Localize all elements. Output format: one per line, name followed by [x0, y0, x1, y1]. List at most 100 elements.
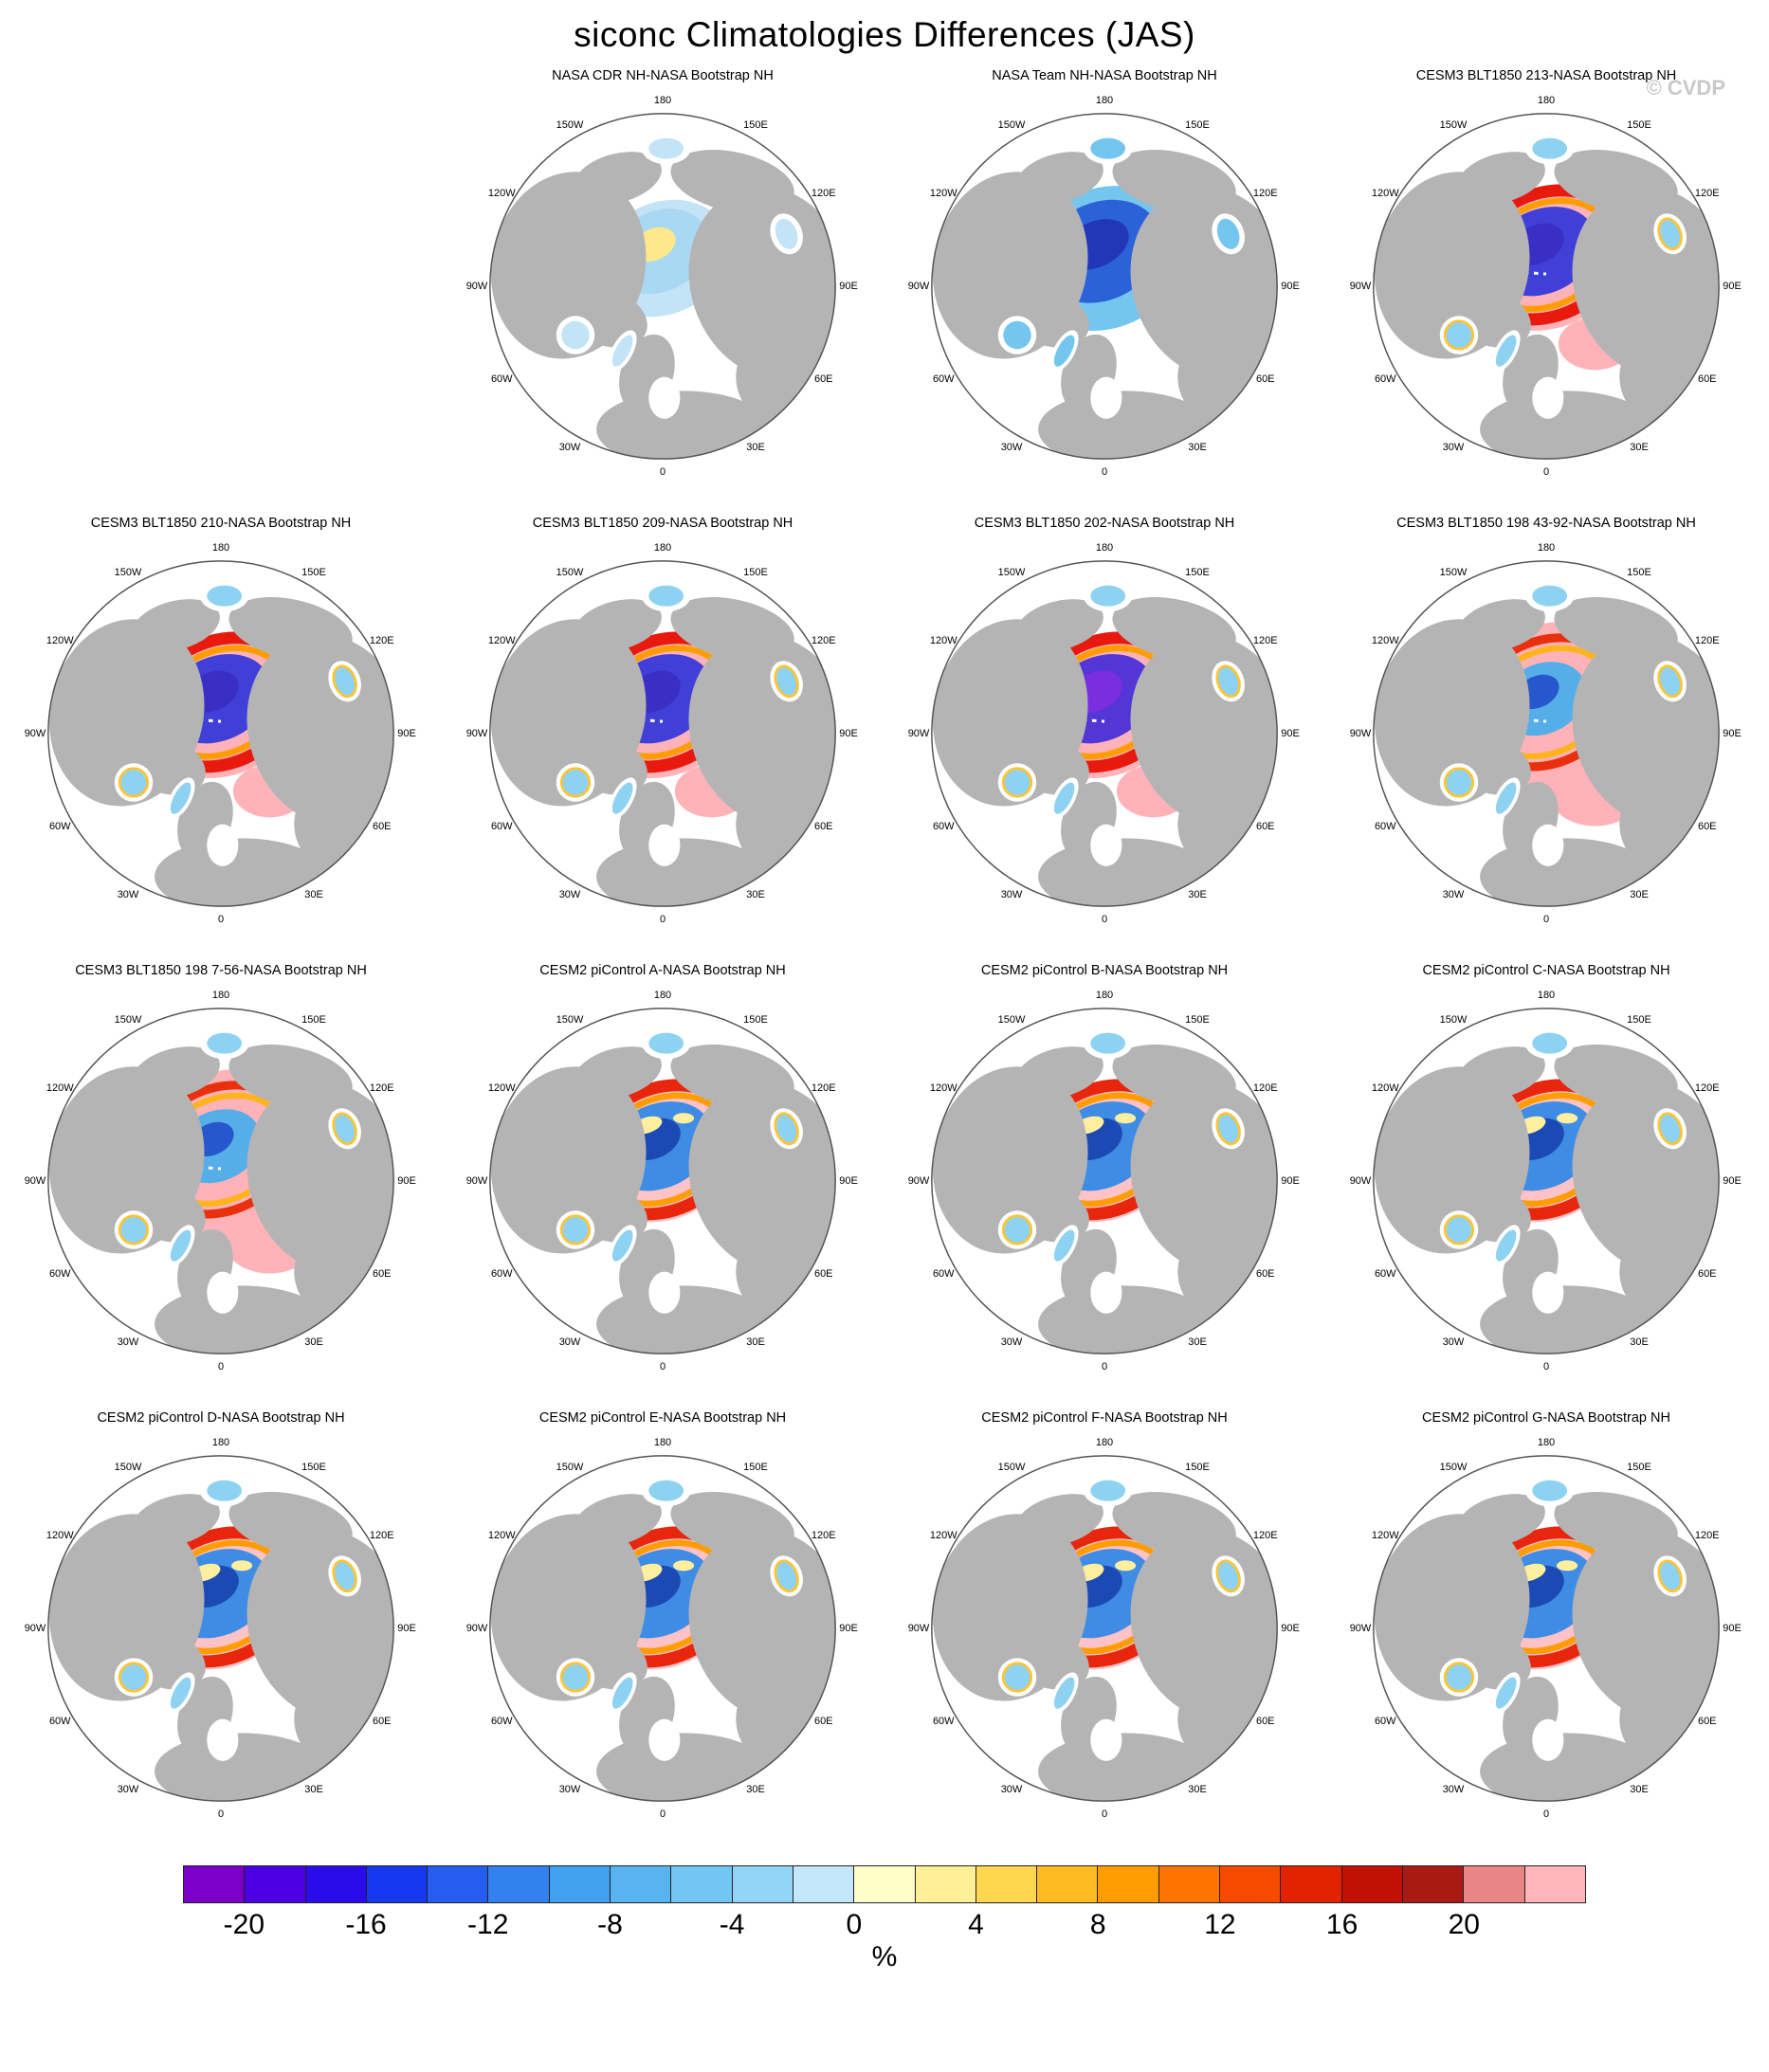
lon-label: 120W: [1371, 635, 1399, 646]
lon-label: 180: [653, 1437, 672, 1448]
lon-label: 120E: [1694, 635, 1720, 646]
lon-label: 150E: [743, 119, 768, 132]
lon-label: 150E: [743, 567, 768, 579]
map-panel: CESM2 piControl F-NASA Bootstrap NH 180 15…: [884, 1401, 1325, 1848]
lon-label: 30E: [304, 888, 323, 900]
lon-label: 90W: [907, 1175, 930, 1187]
polar-map: 180 150E 120E 90E 60E 30E 0 30W 60W 90W 120W 150W: [1345, 85, 1747, 487]
colorbar-cell: [671, 1866, 733, 1902]
lon-label: 180: [1537, 1437, 1556, 1448]
lon-label: 30W: [1442, 441, 1465, 453]
lon-label: 150E: [301, 1014, 326, 1027]
lon-label: 120W: [1371, 188, 1399, 199]
panel-title: CESM3 BLT1850 198 43-92-NASA Bootstrap N…: [1396, 516, 1696, 531]
colorbar-cell: [245, 1866, 306, 1902]
colorbar-unit-label: %: [871, 1941, 898, 1972]
lon-label: 30W: [558, 1783, 581, 1795]
lon-label: 150W: [997, 1014, 1026, 1027]
lon-label: 120E: [369, 1530, 394, 1541]
lon-label: 120E: [1694, 1082, 1720, 1094]
lon-label: 120E: [369, 1082, 394, 1094]
lon-label: 180: [653, 542, 672, 554]
polar-map-svg: [489, 1455, 836, 1802]
lon-label: 90W: [1349, 1623, 1372, 1634]
lon-label: 150E: [1185, 119, 1210, 132]
lon-label: 150E: [1185, 1462, 1210, 1474]
lon-label: 90E: [839, 1623, 858, 1634]
polar-map-svg: [1373, 1455, 1720, 1802]
polar-map: 180 150E 120E 90E 60E 30E 0 30W 60W 90W 120W 150W: [462, 85, 864, 487]
colorbar-tick-label: 4: [968, 1909, 984, 1940]
lon-label: 90W: [1349, 281, 1372, 292]
lon-label: 120E: [811, 1530, 836, 1541]
lon-label: 60E: [1697, 373, 1717, 385]
colorbar-wrap: -20 -16 -12 -8 -4 0 4 8 12 16 20 %: [183, 1865, 1586, 1973]
lon-label: 120W: [929, 1082, 957, 1094]
lon-label: 150E: [1627, 1014, 1651, 1027]
map-panel: NASA CDR NH-NASA Bootstrap NH 180 150E 120E…: [442, 59, 884, 506]
lon-label: 150E: [743, 1462, 768, 1474]
lon-label: 180: [1095, 990, 1114, 1001]
polar-map-svg: [1373, 113, 1720, 460]
lon-label: 90W: [907, 1623, 930, 1634]
panel-title: CESM2 piControl G-NASA Bootstrap NH: [1422, 1410, 1670, 1426]
colorbar: [183, 1865, 1586, 1903]
lon-label: 30W: [117, 888, 139, 900]
map-panel: CESM3 BLT1850 202-NASA Bootstrap NH 180 15…: [884, 506, 1325, 954]
polar-map: 180 150E 120E 90E 60E 30E 0 30W 60W 90W 120W 150W: [20, 533, 422, 935]
lon-label: 60E: [813, 1268, 833, 1280]
lon-label: 90W: [1349, 1175, 1372, 1187]
lon-label: 30W: [558, 441, 581, 453]
lon-label: 90E: [1723, 1175, 1742, 1187]
panel-title: CESM3 BLT1850 198 7-56-NASA Bootstrap NH: [75, 963, 367, 978]
lon-label: 90E: [1723, 1623, 1742, 1634]
lon-label: 150E: [1185, 1014, 1210, 1027]
lon-label: 60W: [490, 1268, 513, 1280]
lon-label: 0: [1101, 466, 1108, 478]
polar-map: 180 150E 120E 90E 60E 30E 0 30W 60W 90W 120W 150W: [903, 980, 1305, 1382]
lon-label: 0: [1101, 914, 1108, 925]
polar-map: 180 150E 120E 90E 60E 30E 0 30W 60W 90W 120W 150W: [903, 1427, 1305, 1829]
lon-label: 150W: [1439, 567, 1468, 579]
lon-label: 120E: [1252, 1530, 1278, 1541]
lon-label: 150W: [997, 567, 1026, 579]
lon-label: 60W: [1374, 373, 1396, 385]
lon-label: 30W: [1442, 1783, 1465, 1795]
lon-label: 90E: [1723, 728, 1742, 739]
colorbar-tick-label: -4: [719, 1909, 745, 1940]
lon-label: 120W: [46, 1082, 74, 1094]
lon-label: 30E: [746, 888, 765, 900]
lon-label: 150W: [997, 119, 1026, 132]
lon-label: 150W: [556, 119, 584, 132]
polar-map: 180 150E 120E 90E 60E 30E 0 30W 60W 90W 120W 150W: [1345, 533, 1747, 935]
empty-cell: [0, 59, 442, 506]
colorbar-cell: [732, 1866, 793, 1902]
lon-label: 120W: [1371, 1530, 1399, 1541]
lon-label: 90W: [24, 1175, 46, 1187]
lon-label: 120W: [46, 635, 74, 646]
lon-label: 90W: [465, 1175, 488, 1187]
lon-label: 30E: [1188, 441, 1207, 453]
lon-label: 180: [1095, 95, 1114, 106]
colorbar-cell: [1341, 1866, 1403, 1902]
lon-label: 90E: [1281, 281, 1300, 292]
polar-map-svg: [1373, 560, 1720, 907]
lon-label: 0: [1101, 1808, 1108, 1820]
colorbar-tick-label: 12: [1204, 1909, 1236, 1940]
lon-label: 60E: [813, 821, 833, 832]
lon-label: 60W: [48, 1268, 71, 1280]
colorbar-cell: [1464, 1866, 1525, 1902]
polar-map: 180 150E 120E 90E 60E 30E 0 30W 60W 90W 120W 150W: [1345, 980, 1747, 1382]
map-panel: CESM2 piControl D-NASA Bootstrap NH 180 15…: [0, 1401, 442, 1848]
colorbar-cell: [428, 1866, 489, 1902]
map-panels-grid: NASA CDR NH-NASA Bootstrap NH 180 150E 120E…: [0, 59, 1769, 1848]
panel-title: CESM2 piControl C-NASA Bootstrap NH: [1422, 963, 1670, 978]
lon-label: 30E: [1630, 1783, 1649, 1795]
lon-label: 150E: [301, 1462, 326, 1474]
lon-label: 120W: [929, 188, 957, 199]
lon-label: 30E: [304, 1336, 323, 1348]
colorbar-cell: [1220, 1866, 1282, 1902]
lon-label: 90E: [1281, 1623, 1300, 1634]
panel-title: CESM2 piControl D-NASA Bootstrap NH: [97, 1410, 345, 1426]
map-panel: CESM2 piControl B-NASA Bootstrap NH 180 15…: [884, 954, 1325, 1401]
